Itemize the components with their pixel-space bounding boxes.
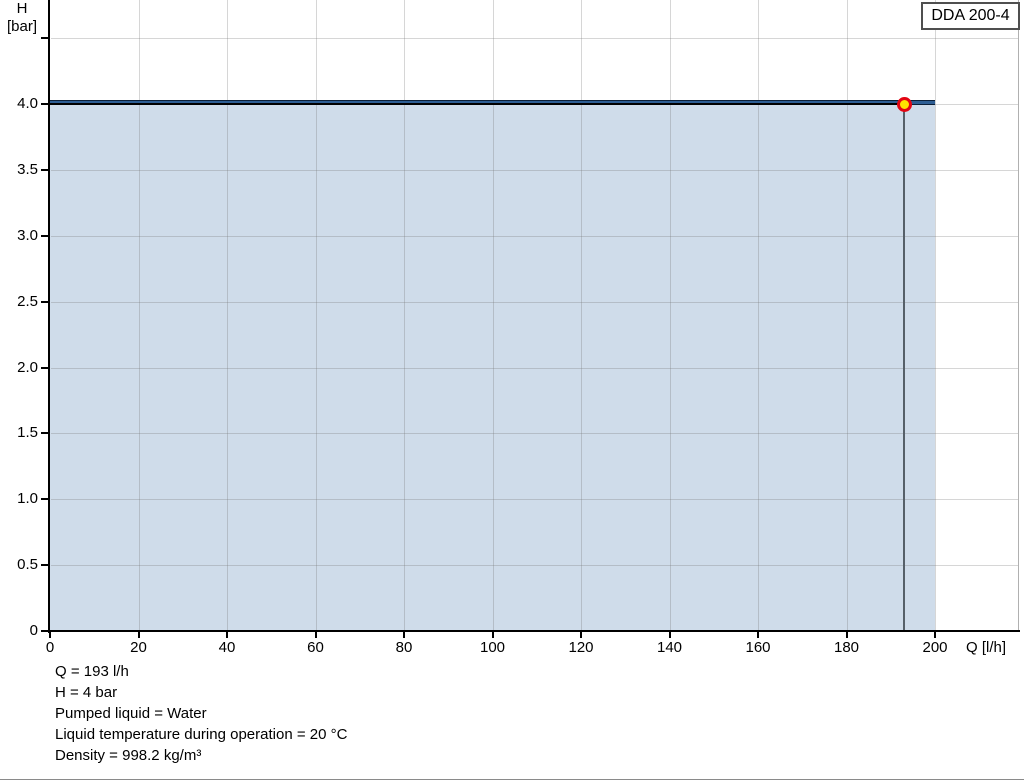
gridline-vertical bbox=[758, 0, 759, 631]
gridline-vertical bbox=[581, 0, 582, 631]
y-axis-title-unit: [bar] bbox=[6, 18, 37, 35]
y-axis-tick bbox=[41, 366, 48, 369]
gridline-vertical bbox=[227, 0, 228, 631]
curve-area-fill bbox=[50, 104, 935, 631]
y-tick-label: 0.5 bbox=[17, 556, 38, 574]
x-axis-tick bbox=[934, 632, 936, 638]
gridline-vertical bbox=[492, 0, 494, 631]
info-line: Density = 998.2 kg/m³ bbox=[55, 747, 202, 764]
x-axis-tick bbox=[49, 632, 51, 638]
operating-conditions-info: Q = 193 l/h H = 4 bar Pumped liquid = Wate… bbox=[55, 661, 347, 766]
y-tick-label: 2.5 bbox=[17, 292, 38, 310]
gridline-horizontal bbox=[51, 169, 1019, 171]
x-tick-label: 120 bbox=[568, 639, 594, 656]
y-axis-tick bbox=[41, 300, 48, 303]
y-tick-label: 0 bbox=[29, 622, 38, 639]
y-axis-tick bbox=[41, 564, 48, 567]
operating-point-vline bbox=[903, 104, 906, 631]
y-tick-label: 2.0 bbox=[17, 358, 38, 376]
gridline-horizontal bbox=[51, 499, 1019, 501]
info-line: H = 4 bar bbox=[55, 684, 118, 701]
plot-right-border bbox=[1018, 0, 1019, 631]
y-axis-tick bbox=[41, 168, 48, 171]
gridline-horizontal bbox=[51, 301, 1019, 303]
x-tick-label: 60 bbox=[307, 639, 324, 656]
y-tick-label: 4.0 bbox=[17, 95, 38, 112]
y-axis-tick bbox=[41, 630, 48, 632]
x-tick-label: 100 bbox=[479, 639, 506, 656]
x-tick-label: 0 bbox=[45, 639, 55, 656]
legend-label: DDA 200-4 bbox=[931, 7, 1010, 24]
bottom-divider-line bbox=[0, 779, 1024, 780]
y-axis-line bbox=[48, 0, 50, 633]
x-tick-label: 140 bbox=[656, 639, 683, 656]
x-tick-label: 160 bbox=[745, 639, 771, 656]
y-axis-tick bbox=[41, 37, 48, 40]
x-tick-label: 20 bbox=[130, 639, 147, 656]
y-axis-tick bbox=[41, 234, 48, 237]
x-axis-title: Q [l/h] bbox=[966, 639, 1007, 656]
x-axis-tick bbox=[757, 632, 759, 638]
gridline-horizontal bbox=[51, 367, 1019, 369]
x-axis-tick bbox=[580, 632, 582, 638]
x-axis-tick bbox=[845, 632, 848, 638]
gridline-vertical bbox=[138, 0, 140, 631]
y-tick-label: 1.5 bbox=[17, 424, 38, 442]
gridline-vertical bbox=[846, 0, 848, 631]
gridline-horizontal bbox=[51, 433, 1019, 435]
info-line: Liquid temperature during operation = 20… bbox=[55, 726, 348, 743]
x-axis-tick bbox=[314, 632, 317, 638]
x-tick-label: 80 bbox=[395, 639, 413, 656]
y-tick-label: 3.0 bbox=[17, 226, 38, 244]
y-axis-title-symbol: H bbox=[16, 0, 28, 17]
x-tick-label: 200 bbox=[922, 639, 948, 656]
operating-point-hline bbox=[50, 103, 905, 105]
legend-box: DDA 200-4 bbox=[921, 2, 1020, 30]
x-axis-tick bbox=[403, 632, 405, 638]
y-tick-label: 1.0 bbox=[17, 490, 38, 508]
gridline-horizontal bbox=[51, 38, 1019, 40]
operating-point-marker bbox=[896, 96, 912, 112]
gridline-vertical bbox=[315, 0, 317, 631]
x-axis-tick bbox=[668, 632, 671, 638]
gridline-horizontal bbox=[51, 565, 1019, 567]
y-axis-tick bbox=[41, 103, 48, 105]
y-axis-tick bbox=[41, 432, 48, 435]
y-tick-label: 3.5 bbox=[17, 160, 38, 178]
y-axis-title: H [bar] bbox=[0, 0, 44, 36]
x-tick-label: 40 bbox=[218, 639, 236, 656]
gridline-horizontal bbox=[51, 235, 1019, 237]
x-axis-tick bbox=[137, 632, 140, 638]
info-line: Pumped liquid = Water bbox=[55, 705, 207, 722]
gridline-vertical bbox=[404, 0, 405, 631]
y-axis-tick bbox=[41, 498, 48, 501]
x-axis-tick bbox=[226, 632, 228, 638]
x-axis-tick bbox=[491, 632, 494, 638]
x-tick-label: 180 bbox=[833, 639, 860, 656]
gridline-vertical bbox=[669, 0, 671, 631]
x-axis-line bbox=[48, 630, 1020, 632]
gridline-vertical bbox=[935, 0, 936, 631]
info-line: Q = 193 l/h bbox=[55, 663, 129, 680]
